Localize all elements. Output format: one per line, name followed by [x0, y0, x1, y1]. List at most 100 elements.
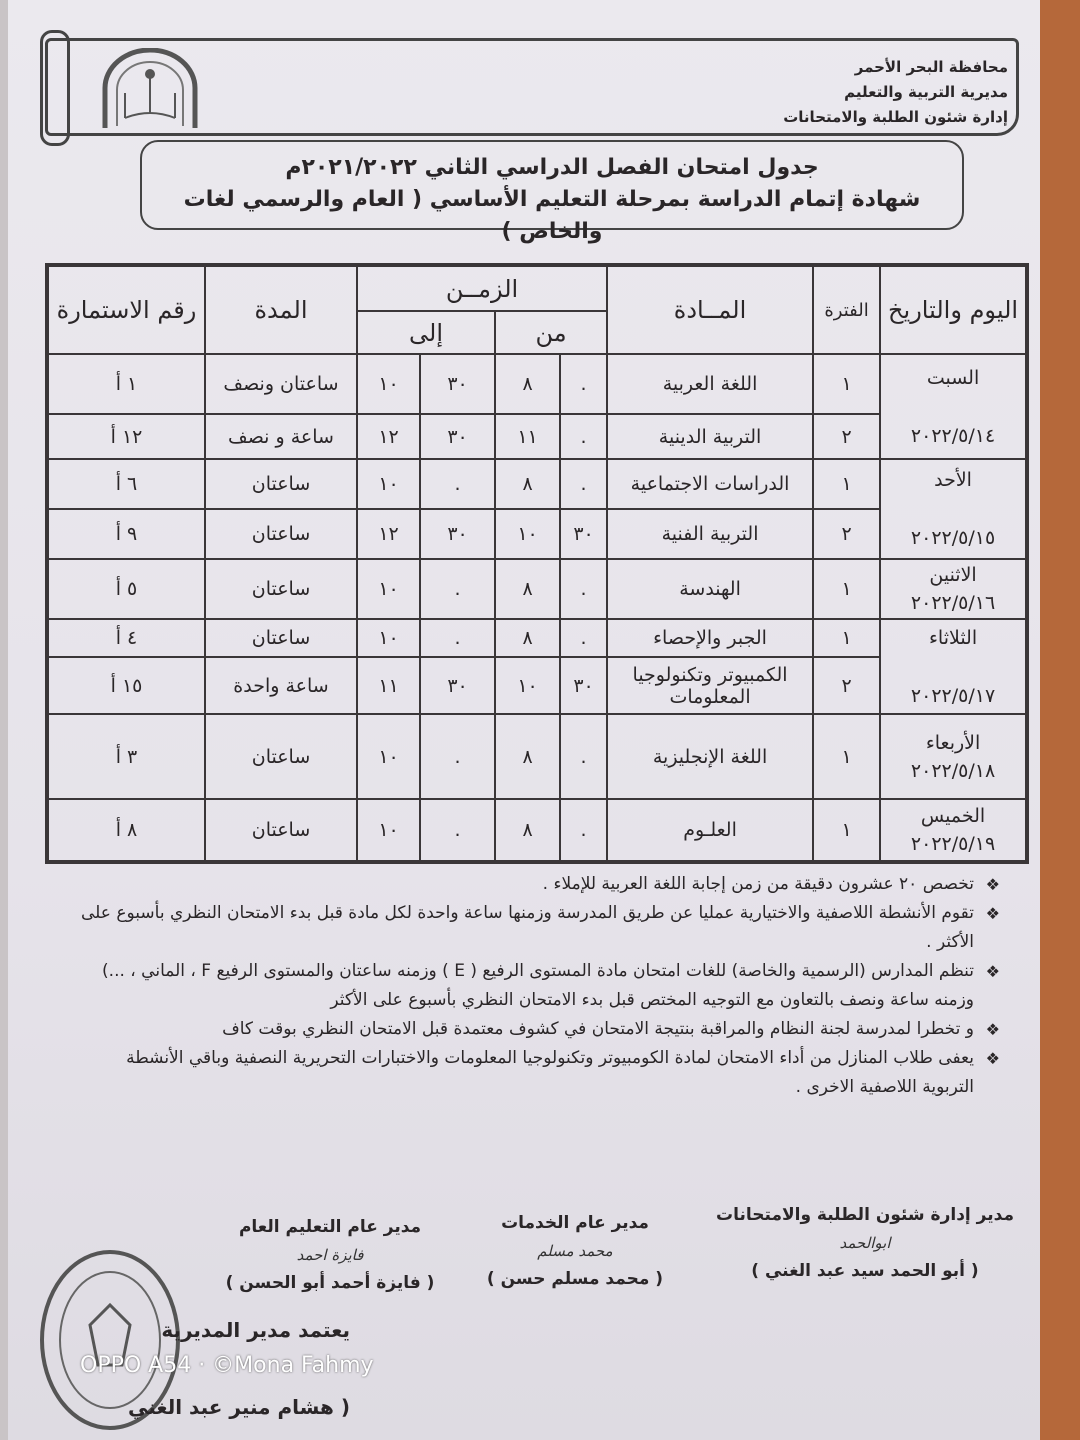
period-cell: ١	[812, 353, 882, 415]
subject-cell: اللغة العربية	[606, 353, 815, 415]
to-min-cell: .	[419, 618, 497, 658]
form-cell: ١ أ	[46, 353, 206, 415]
table-row: الثلاثاء ٢٠٢٢/٥/١٧ ١ الجبر والإحصاء. ٨. ١٠ ساع…	[46, 618, 1029, 715]
period-cell: ١	[812, 558, 882, 620]
header-period: الفترة	[812, 264, 882, 355]
from-min-cell: .	[559, 798, 609, 863]
duration-cell: ساعة واحدة	[204, 656, 358, 715]
official-stamp-icon	[40, 1250, 180, 1430]
from-min-cell: .	[559, 353, 609, 415]
from-hr-cell: ١١	[494, 413, 562, 460]
paper-edge	[0, 0, 8, 1440]
header-from: من	[494, 310, 609, 355]
org-directorate: مديرية التربية والتعليم	[844, 83, 1008, 101]
form-cell: ٦ أ	[46, 458, 206, 510]
table-row: ٢ التربية الدينية. ١١ ٣٠ ١٢ ساعة و نصف ١٢ أ	[46, 413, 1027, 460]
directorate-logo-icon	[102, 48, 198, 128]
table-row: ٢ التربية الفنية ٣٠ ١٠ ٣٠ ١٢ ساعتان ٩ أ	[46, 508, 1027, 560]
day-date-cell: الثلاثاء ٢٠٢٢/٥/١٧	[879, 618, 1029, 715]
handwritten-signature: فايزة احمد	[296, 1246, 364, 1264]
signatory-name: ( فايزة أحمد أبو الحسن )	[225, 1273, 435, 1293]
subject-cell: التربية الفنية	[606, 508, 815, 560]
from-min-cell: .	[559, 713, 609, 800]
day-date-cell: الاثنين ٢٠٢٢/٥/١٦	[879, 558, 1029, 620]
from-min-cell: ٣٠	[559, 508, 609, 560]
exam-date: ٢٠٢٢/٥/١٩	[910, 833, 996, 855]
duration-cell: ساعتان	[204, 618, 358, 658]
to-hr-cell: ١٠	[355, 713, 422, 800]
duration-cell: ساعتان	[204, 458, 358, 510]
from-min-cell: ٣٠	[559, 656, 609, 715]
header-form-number: رقم الاستمارة	[46, 264, 206, 355]
exam-schedule-table: اليوم والتاريخ الفترة المــادة الزمــن ا…	[45, 263, 1030, 864]
form-cell: ١٢ أ	[46, 413, 206, 460]
to-min-cell: .	[419, 713, 497, 800]
to-hr-cell: ١٠	[355, 558, 422, 620]
period-cell: ٢	[812, 413, 882, 460]
day-name: الاثنين	[929, 564, 977, 586]
form-cell: ٤ أ	[46, 618, 206, 658]
period-cell: ١	[812, 618, 882, 658]
org-department: إدارة شئون الطلبة والامتحانات	[783, 108, 1008, 126]
from-min-cell: .	[559, 558, 609, 620]
to-hr-cell: ١٠	[355, 798, 422, 863]
from-hr-cell: ١٠	[494, 656, 562, 715]
to-hr-cell: ١٢	[355, 413, 422, 460]
scroll-frame-curl	[40, 30, 70, 146]
organization-header: محافظة البحر الأحمر مديرية التربية والتع…	[783, 55, 1008, 130]
period-cell: ٢	[812, 656, 882, 715]
to-hr-cell: ١١	[355, 656, 422, 715]
handwritten-signature: محمد مسلم	[537, 1242, 613, 1260]
to-min-cell: .	[419, 558, 497, 620]
day-date-cell: الخميس ٢٠٢٢/٥/١٩	[879, 798, 1029, 863]
day-name: الخميس	[920, 805, 986, 827]
subject-cell: الهندسة	[606, 558, 815, 620]
to-hr-cell: ١٠	[355, 458, 422, 510]
day-name: السبت	[926, 366, 980, 389]
handwritten-signature: ابوالحمد	[839, 1234, 891, 1252]
header-day-date: اليوم والتاريخ	[879, 264, 1029, 355]
table-row: الخميس ٢٠٢٢/٥/١٩ ١ العلـوم. ٨. ١٠ ساعتان ٨ أ	[46, 798, 1029, 863]
signature-block-services: مدير عام الخدمات محمد مسلم ( محمد مسلم ح…	[460, 1213, 690, 1289]
note-item: تنظم المدارس (الرسمية والخاصة) للغات امت…	[70, 957, 1000, 1015]
to-hr-cell: ١٢	[355, 508, 422, 560]
period-cell: ١	[812, 713, 882, 800]
from-hr-cell: ٨	[494, 558, 562, 620]
exam-date: ٢٠٢٢/٥/١٦	[910, 592, 996, 614]
form-cell: ١٥ أ	[46, 656, 206, 715]
document-subtitle: شهادة إتمام الدراسة بمرحلة التعليم الأسا…	[183, 187, 921, 244]
from-min-cell: .	[559, 618, 609, 658]
signatory-name: ( أبو الحمد سيد عبد الغني )	[751, 1261, 979, 1281]
document-title: جدول امتحان الفصل الدراسي الثاني ٢٠٢١/٢٠…	[285, 155, 819, 180]
subject-cell: الجبر والإحصاء	[606, 618, 815, 658]
table-row: الاثنين ٢٠٢٢/٥/١٦ ١ الهندسة. ٨. ١٠ ساعتان ٥ أ	[46, 558, 1029, 620]
subject-cell: العلـوم	[606, 798, 815, 863]
header-subject: المــادة	[606, 264, 815, 355]
header-time: الزمــن	[355, 264, 609, 312]
to-min-cell: ٣٠	[419, 353, 497, 415]
to-hr-cell: ١٠	[355, 618, 422, 658]
exam-date: ٢٠٢٢/٥/١٨	[910, 759, 996, 782]
note-item: تقوم الأنشطة اللاصفية والاختيارية عمليا …	[70, 899, 1000, 957]
subject-cell: الكمبيوتر وتكنولوجيا المعلومات	[606, 656, 815, 715]
period-cell: ١	[812, 458, 882, 510]
approval-name: ( هشام منير عبد الغني	[128, 1395, 350, 1419]
table-row: ٢ الكمبيوتر وتكنولوجيا المعلومات ٣٠ ١٠ ٣٠ ١١ س…	[46, 656, 1027, 715]
period-cell: ١	[812, 798, 882, 863]
from-min-cell: .	[559, 413, 609, 460]
exam-date: ٢٠٢٢/٥/١٥	[910, 527, 996, 549]
day-date-cell: الأربعاء ٢٠٢٢/٥/١٨	[879, 713, 1029, 800]
duration-cell: ساعتان ونصف	[204, 353, 358, 415]
org-governorate: محافظة البحر الأحمر	[854, 58, 1008, 76]
approval-label: يعتمد مدير المديرية	[161, 1318, 350, 1342]
note-item: تخصص ٢٠ عشرون دقيقة من زمن إجابة اللغة ا…	[70, 870, 1000, 899]
header-to: إلى	[355, 310, 497, 355]
signature-block-general-education: مدير عام التعليم العام فايزة احمد ( فايز…	[200, 1217, 460, 1293]
subject-cell: الدراسات الاجتماعية	[606, 458, 815, 510]
duration-cell: ساعة و نصف	[204, 413, 358, 460]
to-min-cell: ٣٠	[419, 508, 497, 560]
note-item: يعفى طلاب المنازل من أداء الامتحان لمادة…	[70, 1044, 1000, 1102]
from-hr-cell: ٨	[494, 798, 562, 863]
table-row: الأحد ٢٠٢٢/٥/١٥ ١ الدراسات الاجتماعية. ٨. ١٠ س…	[46, 458, 1029, 560]
note-item: و تخطرا لمدرسة لجنة النظام والمراقبة بنت…	[70, 1015, 1000, 1044]
